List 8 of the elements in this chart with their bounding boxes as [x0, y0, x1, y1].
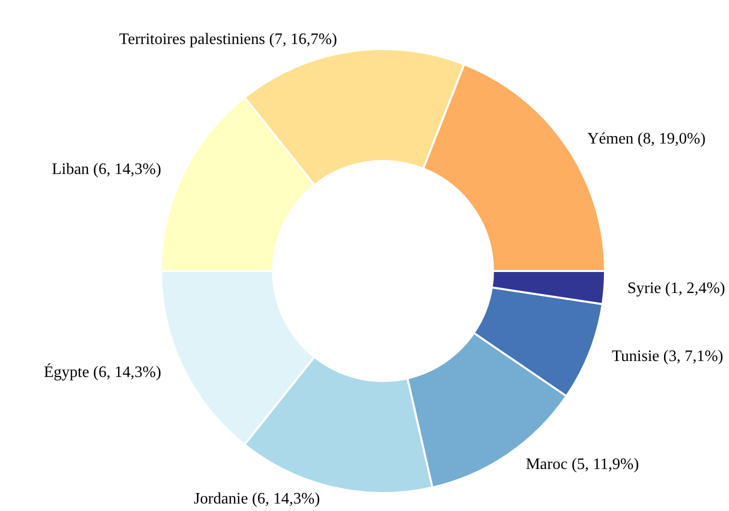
slice-label: Tunisie (3, 7,1%)	[612, 348, 724, 365]
slice-label: Égypte (6, 14,3%)	[44, 363, 162, 382]
slice-label: Territoires palestiniens (7, 16,7%)	[119, 31, 338, 48]
slice-label: Yémen (8, 19,0%)	[587, 130, 706, 148]
slice-label: Jordanie (6, 14,3%)	[194, 490, 320, 508]
slice-label: Syrie (1, 2,4%)	[627, 280, 726, 297]
slice-label: Liban (6, 14,3%)	[52, 160, 162, 178]
slice-label: Maroc (5, 11,9%)	[526, 456, 639, 473]
